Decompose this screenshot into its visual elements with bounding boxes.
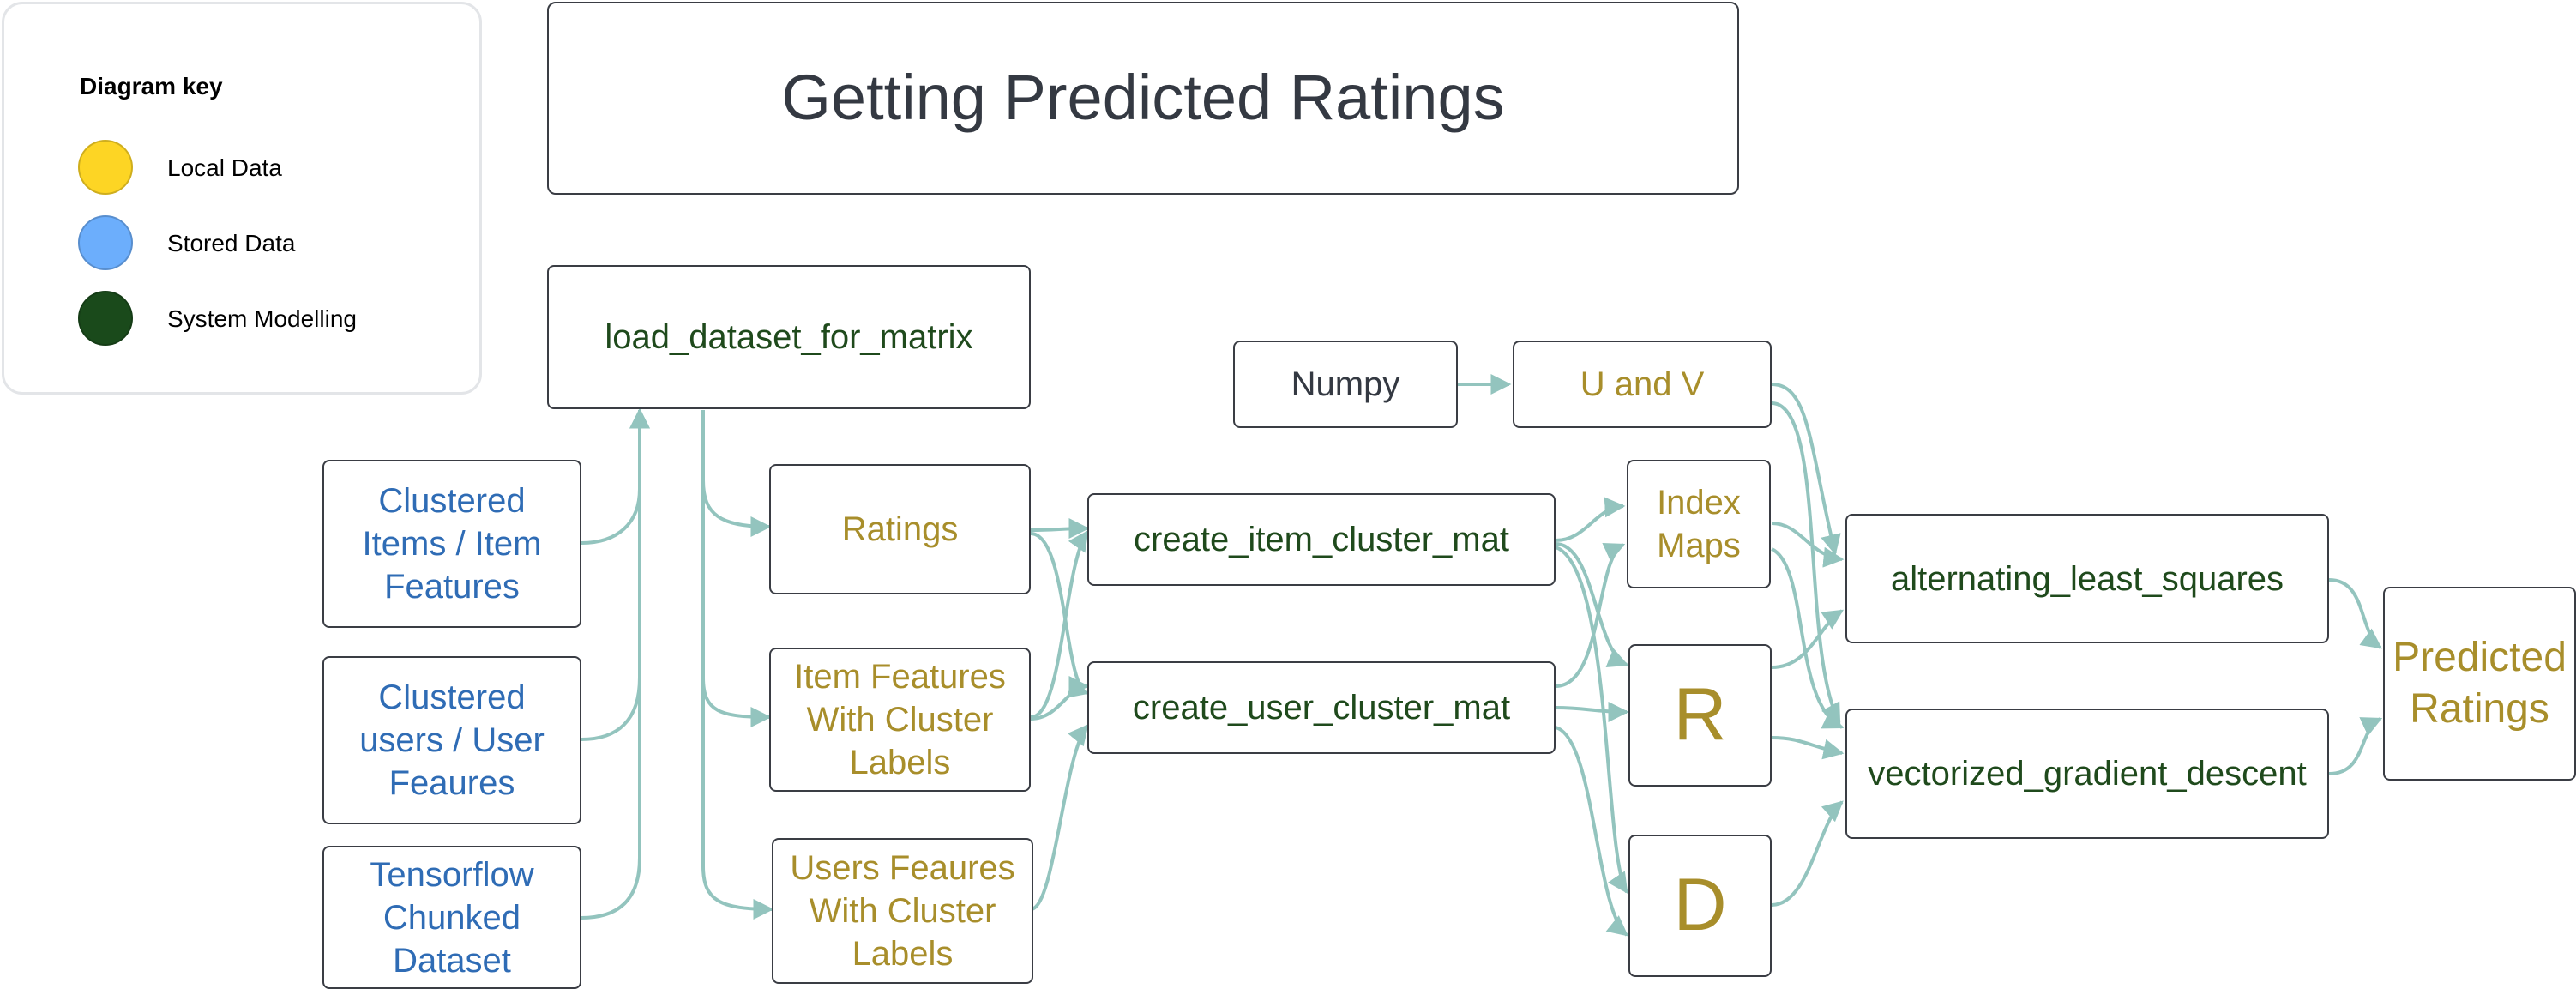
edge-ratings-to-create-item [1030,518,1090,540]
node-label: create_user_cluster_mat [1132,689,1511,727]
node-label: Predicted Ratings [2392,635,2567,732]
legend-item-local-data: Local Data [78,140,455,200]
node-label: Users Feaures With Cluster Labels [790,849,1015,973]
node-label: Tensorflow Chunked Dataset [370,855,534,980]
edge-r-to-vgd [1771,736,1845,760]
edge-d-to-vgd [1771,800,1844,907]
node-create-item-cluster-mat[interactable]: create_item_cluster_mat [1087,493,1556,586]
node-label: vectorized_gradient_descent [1868,755,2307,793]
edge-create-user-to-r [1555,701,1629,722]
node-user-features-with-cluster-labels[interactable]: Users Feaures With Cluster Labels [772,838,1033,984]
node-label: create_item_cluster_mat [1134,521,1509,558]
edge-user-features-to-create-user [1030,724,1089,911]
node-label: Item Features With Cluster Labels [794,658,1006,781]
edge-create-item-to-d [1555,546,1628,894]
node-predicted-ratings[interactable]: Predicted Ratings [2383,587,2576,781]
legend-label: Local Data [167,154,282,181]
edge-tf-dataset-to-load [581,407,650,920]
legend-label: Stored Data [167,230,296,256]
node-vectorized-gradient-descent[interactable]: vectorized_gradient_descent [1845,709,2329,839]
edge-als-to-predicted [2328,578,2382,649]
node-label: U and V [1580,365,1705,403]
node-label: R [1673,673,1727,757]
edge-create-user-to-d [1555,726,1628,937]
edge-index-maps-to-als [1771,522,1845,568]
edge-item-features-to-create-item [1030,530,1089,719]
edge-u-and-v-to-als [1771,383,1841,556]
system-modelling-swatch [78,291,133,346]
edge-clustered-items-to-load [581,407,650,545]
legend-label: System Modelling [167,305,357,332]
node-item-features-with-cluster-labels[interactable]: Item Features With Cluster Labels [769,648,1031,792]
edge-create-user-to-index-maps [1555,543,1626,688]
legend-item-system-modelling: System Modelling [78,291,455,351]
edge-load-to-item-features [701,410,772,727]
legend-item-stored-data: Stored Data [78,215,455,275]
node-label: Numpy [1291,365,1400,403]
edge-index-maps-to-vgd [1770,547,1845,729]
edge-r-to-als [1771,609,1845,669]
node-u-and-v[interactable]: U and V [1513,341,1772,428]
node-d[interactable]: D [1628,835,1772,977]
edge-u-and-v-to-vgd [1771,401,1841,725]
node-r[interactable]: R [1628,644,1772,787]
node-alternating-least-squares[interactable]: alternating_least_squares [1845,514,2329,643]
node-create-user-cluster-mat[interactable]: create_user_cluster_mat [1087,661,1556,754]
diagram-title: Getting Predicted Ratings [781,62,1505,134]
stored-data-swatch [78,215,133,270]
edge-load-to-user-features [701,410,774,920]
node-label: alternating_least_squares [1890,559,2284,598]
node-label: load_dataset_for_matrix [605,318,973,356]
node-label: Clustered users / User Feaures [359,678,545,802]
node-index-maps[interactable]: Index Maps [1627,460,1771,588]
node-numpy[interactable]: Numpy [1233,341,1458,428]
diagram-key: Diagram key Local Data Stored Data Syste… [2,2,482,395]
edge-item-features-to-create-user [1030,676,1090,721]
edge-load-to-ratings [701,410,772,537]
node-ratings[interactable]: Ratings [769,464,1031,594]
diagram-title-box: Getting Predicted Ratings [547,2,1739,195]
node-label: Ratings [841,510,959,548]
node-label: Clustered Items / Item Features [362,482,542,606]
edge-create-item-to-index-maps [1555,497,1626,542]
edge-vgd-to-predicted [2328,717,2383,775]
legend-title: Diagram key [80,73,223,100]
node-label: D [1673,864,1727,947]
edge-clustered-users-to-load [581,407,650,741]
node-load-dataset-for-matrix[interactable]: load_dataset_for_matrix [547,265,1031,409]
local-data-swatch [78,140,133,195]
node-label: Index Maps [1657,484,1741,564]
node-tensorflow-chunked-dataset[interactable]: Tensorflow Chunked Dataset [322,846,581,989]
node-clustered-items[interactable]: Clustered Items / Item Features [322,460,581,628]
edge-create-item-to-r [1555,542,1629,667]
node-clustered-users[interactable]: Clustered users / User Feaures [322,656,581,824]
